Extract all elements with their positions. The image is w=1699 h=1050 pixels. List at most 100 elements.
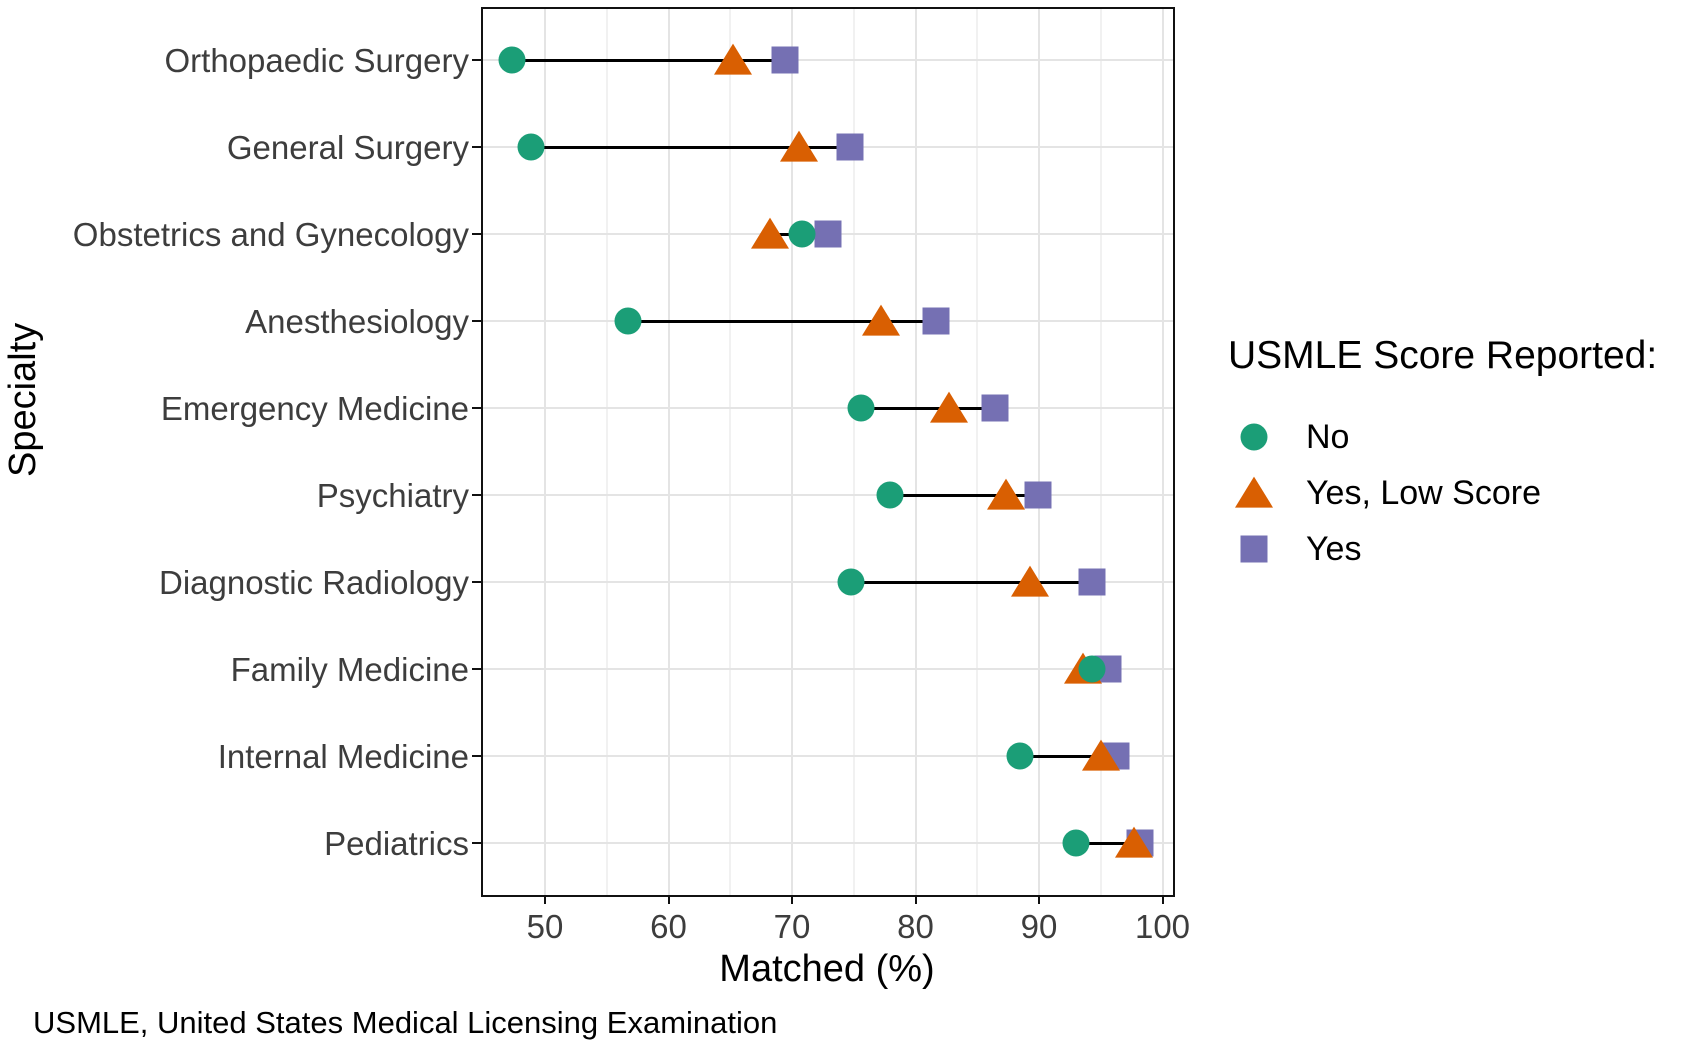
legend-item: No bbox=[1228, 409, 1657, 465]
point-circle bbox=[498, 46, 526, 74]
circle-legend-icon bbox=[1234, 417, 1274, 457]
point-circle bbox=[837, 568, 865, 596]
x-tick bbox=[1161, 895, 1164, 904]
legend: USMLE Score Reported: No Yes, Low Score Ye… bbox=[1228, 336, 1657, 577]
gridline-major bbox=[914, 7, 917, 895]
x-tick-label: 100 bbox=[1134, 908, 1191, 945]
range-line bbox=[1076, 841, 1141, 845]
range-line bbox=[531, 145, 851, 149]
gridline-major bbox=[667, 7, 670, 895]
category-label: Internal Medicine bbox=[217, 738, 469, 775]
category-label: Emergency Medicine bbox=[160, 390, 469, 427]
point-triangle bbox=[750, 217, 789, 249]
x-tick-label: 60 bbox=[650, 908, 687, 945]
point-circle bbox=[1062, 829, 1090, 857]
gridline-major bbox=[1038, 7, 1040, 895]
y-tick bbox=[472, 233, 481, 235]
gridline-row bbox=[481, 59, 1173, 61]
gridline-row bbox=[481, 755, 1173, 757]
point-circle bbox=[517, 133, 545, 161]
legend-item: Yes bbox=[1228, 521, 1657, 577]
y-axis-title: Specialty bbox=[2, 322, 44, 477]
point-square bbox=[814, 220, 842, 248]
point-circle bbox=[1006, 742, 1034, 770]
point-triangle bbox=[1081, 739, 1120, 771]
category-label: Obstetrics and Gynecology bbox=[72, 216, 469, 253]
x-tick bbox=[667, 895, 670, 904]
range-line bbox=[627, 319, 937, 323]
point-circle bbox=[876, 481, 904, 509]
gridline-minor bbox=[1099, 7, 1102, 895]
gridline-minor bbox=[976, 7, 979, 895]
legend-item-label: Yes, Low Score bbox=[1306, 474, 1541, 512]
gridline-major bbox=[791, 7, 793, 895]
category-label: General Surgery bbox=[226, 129, 469, 166]
point-square bbox=[771, 46, 799, 74]
point-circle bbox=[614, 307, 642, 335]
point-triangle bbox=[861, 304, 900, 336]
point-circle bbox=[847, 394, 875, 422]
gridline-row bbox=[481, 494, 1173, 496]
x-tick-label: 70 bbox=[773, 908, 811, 945]
category-label: Anesthesiology bbox=[245, 303, 469, 340]
category-label: Psychiatry bbox=[316, 477, 469, 514]
legend-item: Yes, Low Score bbox=[1228, 465, 1657, 521]
category-label: Orthopaedic Surgery bbox=[164, 42, 470, 79]
point-square bbox=[922, 307, 950, 335]
range-line bbox=[511, 58, 785, 62]
y-tick bbox=[472, 146, 481, 148]
point-circle bbox=[1078, 655, 1106, 683]
triangle-icon bbox=[1235, 476, 1273, 508]
category-label: Diagnostic Radiology bbox=[158, 564, 469, 601]
gridline-minor bbox=[729, 7, 732, 895]
point-triangle bbox=[1011, 565, 1050, 597]
x-tick bbox=[914, 895, 917, 904]
category-label: Pediatrics bbox=[324, 825, 469, 862]
y-tick bbox=[472, 842, 481, 844]
x-tick bbox=[1038, 895, 1040, 904]
category-label: Family Medicine bbox=[230, 651, 469, 688]
gridline-row bbox=[481, 407, 1173, 409]
legend-item-label: No bbox=[1306, 418, 1350, 456]
x-tick-label: 50 bbox=[526, 908, 564, 945]
gridline-major bbox=[544, 7, 546, 895]
gridline-minor bbox=[852, 7, 855, 895]
y-tick bbox=[472, 320, 481, 322]
range-line bbox=[1020, 754, 1116, 758]
plot-panel bbox=[481, 7, 1175, 897]
point-square bbox=[1024, 481, 1052, 509]
y-tick bbox=[472, 581, 481, 583]
y-tick bbox=[472, 668, 481, 670]
gridline-row bbox=[481, 842, 1173, 844]
gridline-minor bbox=[605, 7, 608, 895]
point-circle bbox=[788, 220, 816, 248]
square-icon bbox=[1240, 535, 1268, 563]
point-triangle bbox=[713, 43, 752, 75]
gridline-major bbox=[1161, 7, 1164, 895]
point-square bbox=[981, 394, 1009, 422]
gridline-row bbox=[481, 581, 1173, 583]
point-triangle bbox=[780, 130, 819, 162]
x-axis-title: Matched (%) bbox=[719, 948, 935, 990]
range-line bbox=[889, 493, 1038, 497]
point-square bbox=[836, 133, 864, 161]
y-tick bbox=[472, 407, 481, 409]
point-square bbox=[1078, 568, 1106, 596]
x-tick bbox=[544, 895, 546, 904]
circle-icon bbox=[1240, 423, 1268, 451]
point-triangle bbox=[1115, 826, 1154, 858]
x-tick-label: 90 bbox=[1020, 908, 1058, 945]
triangle-legend-icon bbox=[1234, 473, 1274, 513]
x-tick bbox=[791, 895, 793, 904]
legend-title: USMLE Score Reported: bbox=[1228, 334, 1658, 377]
legend-item-label: Yes bbox=[1306, 530, 1362, 568]
point-triangle bbox=[986, 478, 1025, 510]
range-line bbox=[851, 580, 1093, 584]
gridline-row bbox=[481, 668, 1173, 670]
legend-items: No Yes, Low Score Yes bbox=[1228, 409, 1657, 577]
y-tick bbox=[472, 59, 481, 61]
point-triangle bbox=[929, 391, 968, 423]
y-tick bbox=[472, 494, 481, 496]
y-tick bbox=[472, 755, 481, 757]
